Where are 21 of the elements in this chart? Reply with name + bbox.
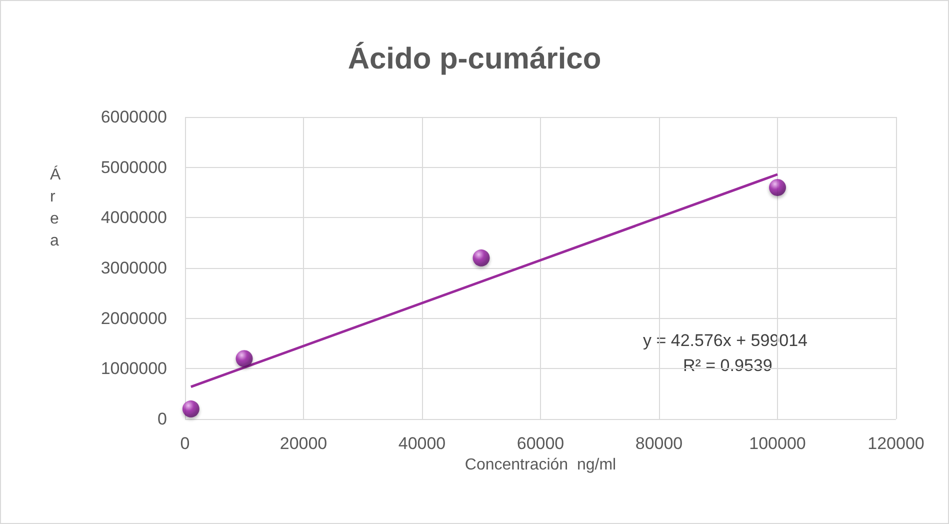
x-tick-label: 40000 [398, 434, 446, 453]
x-tick-label: 60000 [516, 434, 564, 453]
y-tick-label: 4000000 [100, 208, 167, 228]
chart-title: Ácido p-cumárico [348, 42, 602, 76]
x-axis-title: Concentración ng/ml [464, 456, 616, 474]
y-tick-label: 2000000 [100, 308, 167, 328]
x-tick-label: 120000 [868, 434, 924, 453]
point [182, 400, 200, 418]
y-tick-label: 1000000 [100, 359, 167, 378]
x-tick-label: 100000 [749, 434, 806, 453]
x-tick-label: 20000 [280, 434, 328, 453]
y-axis-title: Área [50, 166, 61, 250]
y-tick-label: 0 [158, 410, 167, 428]
y-tick-label: 5000000 [100, 158, 167, 177]
point [236, 350, 253, 368]
y-tick-label: 3000000 [100, 258, 167, 278]
point [472, 249, 490, 266]
y-tick-label: 6000000 [100, 108, 167, 126]
point [769, 178, 786, 196]
x-tick-label: 80000 [635, 434, 683, 453]
x-tick-label: 0 [180, 434, 190, 453]
